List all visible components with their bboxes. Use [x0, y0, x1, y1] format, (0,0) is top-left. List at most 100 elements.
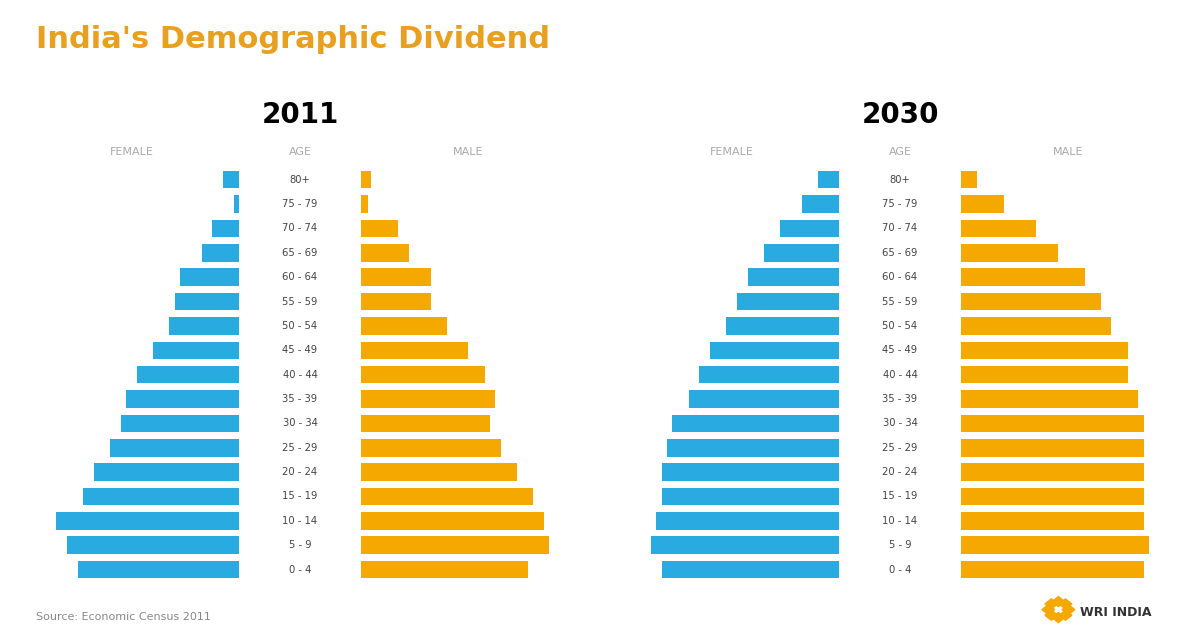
Bar: [212, 220, 239, 237]
Bar: [361, 293, 431, 311]
Bar: [361, 439, 500, 457]
Bar: [361, 366, 485, 384]
Text: 75 - 79: 75 - 79: [282, 199, 318, 209]
Text: 55 - 59: 55 - 59: [282, 297, 318, 307]
Bar: [169, 317, 239, 335]
Bar: [961, 196, 1003, 213]
Text: 0 - 4: 0 - 4: [289, 565, 311, 575]
Text: 80+: 80+: [889, 175, 911, 185]
Bar: [661, 561, 839, 578]
Bar: [361, 488, 533, 505]
Bar: [56, 512, 239, 530]
Bar: [689, 391, 839, 408]
Bar: [361, 464, 517, 481]
Polygon shape: [1060, 610, 1072, 620]
Bar: [83, 488, 239, 505]
Bar: [961, 342, 1128, 359]
Bar: [667, 439, 839, 457]
Text: 55 - 59: 55 - 59: [882, 297, 918, 307]
Bar: [234, 196, 239, 213]
Bar: [361, 391, 496, 408]
Text: 60 - 64: 60 - 64: [882, 272, 918, 282]
Text: 70 - 74: 70 - 74: [282, 224, 318, 234]
Bar: [961, 171, 977, 189]
Bar: [737, 293, 839, 311]
Text: 35 - 39: 35 - 39: [282, 394, 318, 404]
Text: 80+: 80+: [289, 175, 311, 185]
Text: 45 - 49: 45 - 49: [282, 345, 318, 356]
Bar: [961, 537, 1150, 554]
Bar: [78, 561, 239, 578]
Bar: [817, 171, 839, 189]
Bar: [94, 464, 239, 481]
Bar: [361, 512, 544, 530]
Text: 75 - 79: 75 - 79: [882, 199, 918, 209]
Polygon shape: [1052, 596, 1064, 606]
Bar: [961, 561, 1144, 578]
Bar: [726, 317, 839, 335]
Text: 40 - 44: 40 - 44: [282, 370, 318, 380]
Bar: [802, 196, 839, 213]
Text: 30 - 34: 30 - 34: [282, 418, 318, 429]
Bar: [672, 415, 839, 432]
Bar: [961, 269, 1085, 286]
Bar: [961, 317, 1111, 335]
Bar: [650, 537, 839, 554]
Text: FEMALE: FEMALE: [709, 147, 754, 157]
Text: 15 - 19: 15 - 19: [282, 491, 318, 502]
Text: WRI INDIA: WRI INDIA: [1080, 606, 1152, 619]
Text: 25 - 29: 25 - 29: [882, 443, 918, 453]
Text: 2030: 2030: [862, 101, 938, 129]
Polygon shape: [1062, 605, 1075, 615]
Text: 65 - 69: 65 - 69: [882, 248, 918, 258]
Bar: [361, 537, 550, 554]
Bar: [961, 488, 1144, 505]
Bar: [961, 415, 1144, 432]
Text: MALE: MALE: [1054, 147, 1084, 157]
Text: India's Demographic Dividend: India's Demographic Dividend: [36, 25, 550, 55]
Bar: [780, 220, 839, 237]
Bar: [764, 244, 839, 262]
Bar: [656, 512, 839, 530]
Text: 0 - 4: 0 - 4: [889, 565, 911, 575]
Bar: [961, 293, 1100, 311]
Text: Source: Economic Census 2011: Source: Economic Census 2011: [36, 612, 211, 622]
Text: 20 - 24: 20 - 24: [282, 467, 318, 477]
Bar: [361, 317, 446, 335]
Bar: [961, 512, 1144, 530]
Bar: [700, 366, 839, 384]
Text: 15 - 19: 15 - 19: [882, 491, 918, 502]
Bar: [361, 171, 372, 189]
Polygon shape: [1060, 599, 1072, 609]
Bar: [661, 464, 839, 481]
Text: 50 - 54: 50 - 54: [882, 321, 918, 331]
Text: FEMALE: FEMALE: [109, 147, 154, 157]
Text: 35 - 39: 35 - 39: [882, 394, 918, 404]
Bar: [661, 488, 839, 505]
Bar: [961, 439, 1144, 457]
Bar: [361, 244, 409, 262]
Polygon shape: [1052, 613, 1064, 623]
Text: 25 - 29: 25 - 29: [282, 443, 318, 453]
Bar: [202, 244, 239, 262]
Bar: [961, 220, 1036, 237]
Bar: [361, 196, 368, 213]
Text: 10 - 14: 10 - 14: [282, 516, 318, 526]
Text: 30 - 34: 30 - 34: [882, 418, 918, 429]
Text: AGE: AGE: [888, 147, 912, 157]
Bar: [748, 269, 839, 286]
Bar: [154, 342, 239, 359]
Polygon shape: [1042, 605, 1055, 615]
Text: 5 - 9: 5 - 9: [889, 540, 911, 550]
Text: 70 - 74: 70 - 74: [882, 224, 918, 234]
Bar: [223, 171, 239, 189]
Bar: [121, 415, 239, 432]
Text: AGE: AGE: [288, 147, 312, 157]
Text: 40 - 44: 40 - 44: [882, 370, 918, 380]
Bar: [180, 269, 239, 286]
Bar: [110, 439, 239, 457]
Bar: [361, 342, 468, 359]
Bar: [361, 220, 398, 237]
Bar: [961, 391, 1139, 408]
Bar: [126, 391, 239, 408]
